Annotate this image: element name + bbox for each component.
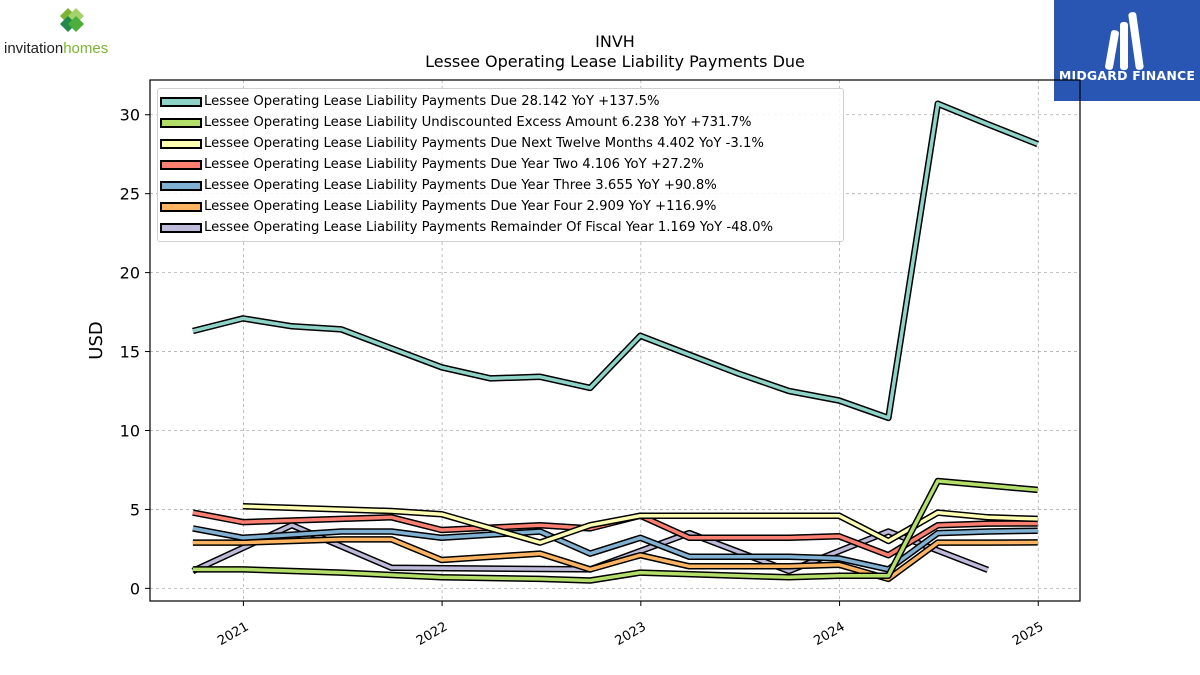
- series-line: [192, 101, 1039, 420]
- invitation-homes-logo: [4, 2, 144, 62]
- x-tick-label: 2021: [215, 619, 251, 649]
- y-axis-label: USD: [86, 321, 107, 359]
- midgard-finance-wordmark: MIDGARD FINANCE: [1058, 68, 1196, 83]
- series-line-6: [192, 536, 1038, 583]
- legend-label: Lessee Operating Lease Liability Payment…: [204, 220, 774, 235]
- legend-label: Lessee Operating Lease Liability Payment…: [204, 157, 704, 172]
- legend-label: Lessee Operating Lease Liability Payment…: [204, 136, 764, 151]
- x-tick-label: 2023: [613, 619, 649, 649]
- legend-swatch: [160, 202, 202, 212]
- legend-swatch: [160, 160, 202, 170]
- x-tick-label: 2025: [1010, 619, 1046, 649]
- y-tick-label: 20: [120, 264, 140, 283]
- legend-label: Lessee Operating Lease Liability Payment…: [204, 199, 717, 214]
- y-tick-label: 30: [120, 106, 140, 125]
- series-line: [192, 526, 1038, 572]
- brand-word-homes: homes: [63, 40, 109, 57]
- series-line-5: [192, 525, 1038, 573]
- y-tick-label: 0: [130, 579, 140, 598]
- series-line: [242, 504, 1038, 545]
- x-tick-label: 2022: [414, 619, 450, 649]
- invitation-homes-wordmark: invitationhomes: [4, 40, 108, 57]
- midgard-finance-logo: MIDGARD FINANCE: [1054, 0, 1200, 101]
- legend-label: Lessee Operating Lease Liability Payment…: [204, 94, 660, 109]
- series-line-2: [192, 477, 1038, 584]
- legend-swatch: [160, 223, 202, 233]
- series-line-3: [242, 503, 1038, 546]
- plot-frame: [149, 79, 1081, 602]
- y-tick-label: 5: [130, 500, 140, 519]
- legend-swatch: [160, 118, 202, 128]
- legend-item: Lessee Operating Lease Liability Payment…: [158, 196, 843, 217]
- legend-label: Lessee Operating Lease Liability Payment…: [204, 178, 717, 193]
- chart-legend: Lessee Operating Lease Liability Payment…: [157, 88, 844, 242]
- legend-item: Lessee Operating Lease Liability Payment…: [158, 175, 843, 196]
- legend-item: Lessee Operating Lease Liability Payment…: [158, 91, 843, 112]
- legend-item: Lessee Operating Lease Liability Payment…: [158, 154, 843, 175]
- series-line: [192, 479, 1038, 583]
- midgard-mark-icon: [1105, 12, 1144, 70]
- y-tick-label: 25: [120, 185, 140, 204]
- legend-label: Lessee Operating Lease Liability Undisco…: [204, 115, 752, 130]
- chart-title: INVH: [595, 32, 635, 51]
- series-line: [192, 537, 1038, 581]
- legend-swatch: [160, 97, 202, 107]
- x-tick-label: 2024: [811, 619, 847, 649]
- brand-word-invitation: invitation: [4, 40, 64, 57]
- legend-swatch: [160, 139, 202, 149]
- series-line-1: [192, 100, 1039, 422]
- y-tick-label: 10: [120, 421, 140, 440]
- legend-item: Lessee Operating Lease Liability Payment…: [158, 217, 843, 238]
- y-tick-label: 15: [120, 343, 140, 362]
- legend-item: Lessee Operating Lease Liability Payment…: [158, 133, 843, 154]
- chart-subtitle: Lessee Operating Lease Liability Payment…: [425, 52, 805, 71]
- legend-swatch: [160, 181, 202, 191]
- legend-item: Lessee Operating Lease Liability Undisco…: [158, 112, 843, 133]
